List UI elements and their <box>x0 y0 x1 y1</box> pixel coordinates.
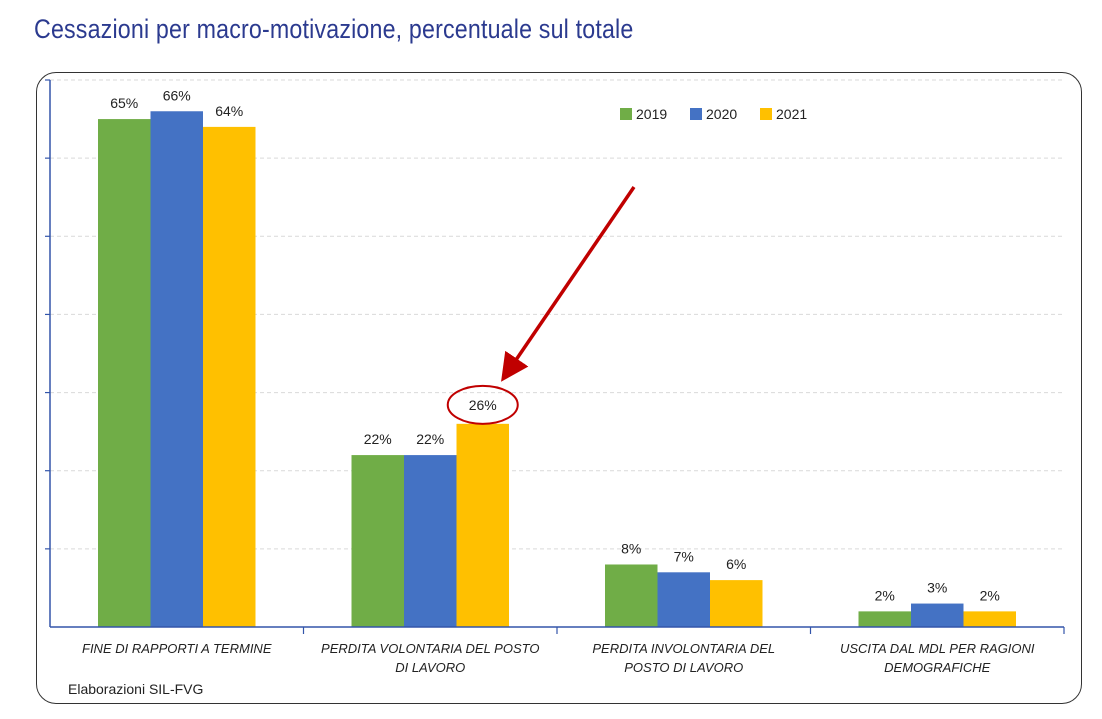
category-label: DEMOGRAFICHE <box>884 660 991 675</box>
legend-label: 2021 <box>776 106 807 122</box>
category-label: POSTO DI LAVORO <box>624 660 743 675</box>
bar-2021 <box>963 611 1016 627</box>
legend-swatch <box>690 108 702 120</box>
bar-2019 <box>351 455 404 627</box>
bar-2021 <box>710 580 763 627</box>
data-label: 7% <box>674 548 694 564</box>
data-label: 6% <box>726 556 746 572</box>
highlight-circle <box>446 384 519 425</box>
data-label: 2% <box>875 587 895 603</box>
data-label: 22% <box>416 431 444 447</box>
bar-2020 <box>911 603 964 627</box>
data-label: 64% <box>215 103 243 119</box>
legend-label: 2019 <box>636 106 667 122</box>
bar-2020 <box>657 572 710 627</box>
bar-2020 <box>150 111 203 627</box>
chart-frame <box>36 72 1082 704</box>
legend-swatch <box>620 108 632 120</box>
bar-2020 <box>404 455 457 627</box>
category-label: USCITA DAL MDL PER RAGIONI <box>840 641 1035 656</box>
bar-2019 <box>858 611 911 627</box>
source-note: Elaborazioni SIL-FVG <box>68 681 203 697</box>
data-label: 8% <box>621 540 641 556</box>
chart-title: Cessazioni per macro-motivazione, percen… <box>34 14 634 44</box>
data-label: 3% <box>927 580 947 596</box>
bar-2019 <box>98 119 151 628</box>
data-label: 2% <box>980 587 1000 603</box>
data-label: 66% <box>163 87 191 103</box>
category-label: FINE DI RAPPORTI A TERMINE <box>82 641 272 656</box>
data-label: 22% <box>364 431 392 447</box>
category-label: PERDITA VOLONTARIA DEL POSTO <box>321 641 539 656</box>
annotation-arrow <box>501 186 636 382</box>
legend-label: 2020 <box>706 106 737 122</box>
bar-2021 <box>203 126 256 627</box>
bar-2021 <box>456 423 509 627</box>
data-label: 26% <box>469 397 497 413</box>
bar-2019 <box>605 564 658 627</box>
legend-swatch <box>760 108 772 120</box>
category-label: PERDITA INVOLONTARIA DEL <box>592 641 775 656</box>
category-label: DI LAVORO <box>395 660 465 675</box>
data-label: 65% <box>110 95 138 111</box>
